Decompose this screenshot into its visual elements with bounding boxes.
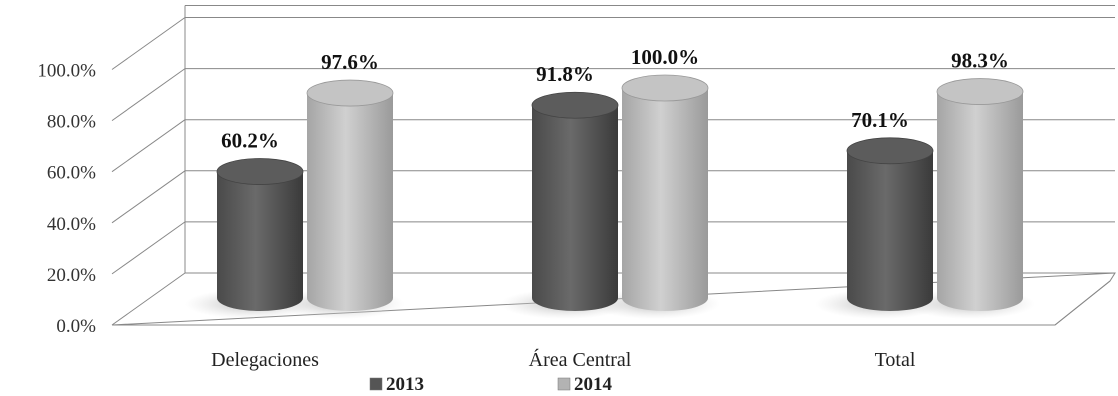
bar-body — [217, 171, 303, 311]
data-label: 70.1% — [851, 108, 909, 132]
data-label: 98.3% — [951, 49, 1009, 73]
bar-top — [936, 78, 1024, 105]
bar-body — [532, 105, 618, 311]
bar-2014-1 — [621, 74, 709, 311]
grid-diagonal — [111, 68, 186, 122]
y-tick-label: 80.0% — [47, 112, 96, 133]
grid-diagonal — [111, 272, 186, 326]
legend-label: 2013 — [386, 374, 424, 395]
x-category-label: Delegaciones — [211, 349, 319, 371]
bar-2014-2 — [936, 78, 1024, 311]
y-tick-label: 60.0% — [47, 163, 96, 184]
data-labels: 60.2% 97.6% 91.8% 100.0% 70.1% 98.3% — [221, 45, 1009, 153]
legend-label: 2014 — [574, 374, 613, 395]
y-tick-label: 20.0% — [47, 265, 96, 286]
data-label: 60.2% — [221, 129, 279, 153]
bar-top — [621, 74, 709, 102]
bar-body — [622, 88, 708, 311]
bar-body — [307, 93, 393, 311]
data-label: 91.8% — [536, 62, 594, 86]
bar-top — [216, 158, 304, 185]
bar-top — [306, 79, 394, 107]
data-label: 97.6% — [321, 50, 379, 74]
legend: 2013 2014 — [369, 374, 613, 395]
floor-right-edge — [1054, 280, 1111, 326]
x-category-label: Área Central — [529, 348, 632, 371]
bars — [216, 74, 1024, 311]
bar-2013-2 — [846, 137, 934, 311]
x-axis-categories: Delegaciones Área Central Total — [211, 348, 916, 371]
x-category-label: Total — [875, 349, 916, 371]
legend-swatch — [557, 377, 571, 391]
grid-diagonal — [111, 17, 186, 70]
bar-top — [846, 137, 934, 165]
y-tick-label: 0.0% — [56, 316, 96, 337]
grid-diagonal — [111, 221, 186, 275]
legend-swatch — [369, 377, 383, 391]
bar-2013-1 — [531, 91, 619, 311]
y-tick-label: 40.0% — [47, 214, 96, 235]
bar-2013-0 — [216, 158, 304, 311]
data-label: 100.0% — [631, 45, 699, 69]
grid-diagonal — [111, 170, 186, 224]
y-axis-ticks: 0.0% 20.0% 40.0% 60.0% 80.0% 100.0% — [37, 61, 96, 338]
bar-2014-0 — [306, 79, 394, 311]
grid-diagonal — [111, 119, 186, 173]
bar-top — [531, 91, 619, 119]
bar-body — [937, 91, 1023, 311]
bar-body — [847, 150, 933, 311]
y-tick-label: 100.0% — [37, 61, 96, 82]
